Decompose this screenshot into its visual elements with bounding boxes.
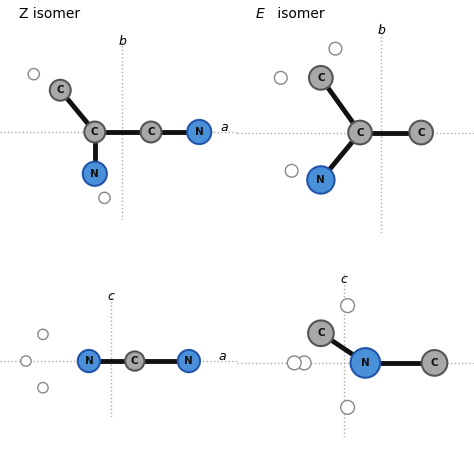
Text: N: N: [195, 127, 204, 137]
Circle shape: [274, 72, 287, 84]
Circle shape: [422, 350, 447, 376]
Text: Z isomer: Z isomer: [19, 7, 80, 21]
Circle shape: [285, 164, 298, 177]
Circle shape: [99, 192, 110, 203]
Text: N: N: [317, 175, 325, 185]
Circle shape: [38, 329, 48, 339]
Circle shape: [78, 350, 100, 372]
Text: N: N: [361, 358, 370, 368]
Text: C: C: [147, 127, 155, 137]
Text: C: C: [431, 358, 438, 368]
Circle shape: [178, 350, 200, 372]
Text: a: a: [219, 350, 226, 363]
Text: C: C: [317, 73, 325, 83]
Circle shape: [187, 120, 211, 144]
Text: c: c: [108, 290, 115, 303]
Circle shape: [308, 320, 334, 346]
Circle shape: [38, 383, 48, 393]
Text: N: N: [84, 356, 93, 366]
Circle shape: [341, 401, 355, 414]
Text: N: N: [91, 169, 99, 179]
Circle shape: [21, 356, 31, 366]
Circle shape: [297, 356, 311, 370]
Text: N: N: [184, 356, 193, 366]
Circle shape: [50, 80, 71, 100]
Circle shape: [125, 351, 145, 371]
Text: c: c: [340, 273, 347, 286]
Text: C: C: [417, 128, 425, 137]
Circle shape: [341, 299, 355, 312]
Text: C: C: [91, 127, 99, 137]
Circle shape: [141, 121, 162, 143]
Circle shape: [329, 42, 342, 55]
Text: C: C: [56, 85, 64, 95]
Text: isomer: isomer: [273, 7, 324, 21]
Circle shape: [287, 356, 301, 370]
Circle shape: [409, 121, 433, 145]
Text: b: b: [118, 35, 126, 48]
Circle shape: [28, 69, 39, 80]
Circle shape: [309, 66, 333, 90]
Text: C: C: [317, 328, 325, 338]
Circle shape: [348, 121, 372, 145]
Text: E: E: [256, 7, 264, 21]
Text: b: b: [377, 24, 385, 37]
Text: C: C: [131, 356, 138, 366]
Circle shape: [307, 166, 335, 193]
Text: a: a: [221, 121, 228, 134]
Circle shape: [84, 121, 105, 143]
Circle shape: [83, 162, 107, 186]
Text: C: C: [356, 128, 364, 137]
Circle shape: [351, 348, 380, 378]
